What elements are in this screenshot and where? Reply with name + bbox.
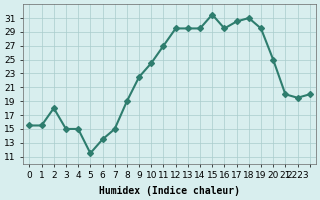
X-axis label: Humidex (Indice chaleur): Humidex (Indice chaleur) bbox=[99, 186, 240, 196]
